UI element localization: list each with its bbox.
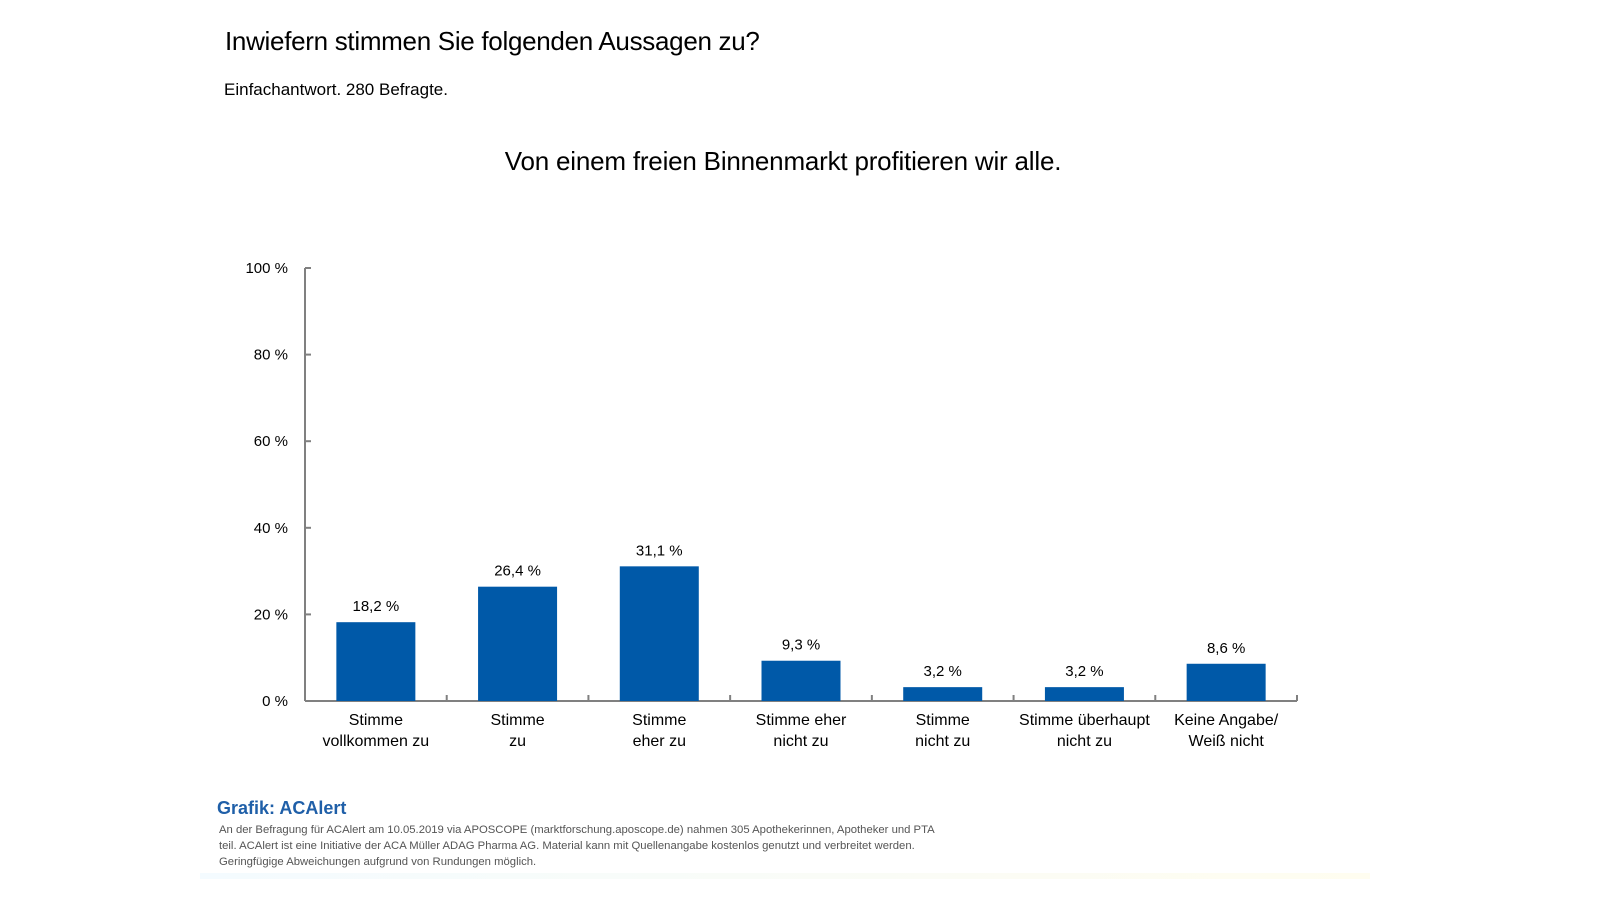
- bar: [761, 660, 841, 701]
- x-tick-label: nicht zu: [915, 733, 970, 750]
- data-label: 18,2 %: [353, 598, 400, 615]
- bar: [903, 687, 983, 701]
- x-tick-label: vollkommen zu: [323, 733, 430, 750]
- x-tick-label: Stimme: [349, 712, 403, 729]
- x-tick-label: eher zu: [633, 733, 686, 750]
- chart-title: Von einem freien Binnenmarkt profitieren…: [504, 146, 1062, 176]
- x-tick-label: Stimme eher: [756, 712, 847, 729]
- y-tick-label: 40 %: [254, 520, 288, 537]
- x-tick-label: Keine Angabe/: [1174, 712, 1279, 729]
- x-tick-label: Stimme: [632, 712, 686, 729]
- x-tick-label: Stimme: [916, 712, 970, 729]
- x-tick-label: zu: [509, 733, 526, 750]
- x-tick-label: Stimme überhaupt: [1019, 712, 1150, 729]
- data-label: 31,1 %: [636, 542, 683, 559]
- data-label: 3,2 %: [1065, 663, 1103, 680]
- bar: [1044, 687, 1124, 701]
- data-label: 26,4 %: [494, 563, 541, 580]
- x-tick-label: Weiß nicht: [1189, 733, 1265, 750]
- x-tick-label: Stimme: [490, 712, 544, 729]
- chart-credit: Grafik: ACAlert: [217, 798, 347, 818]
- x-tick-label: nicht zu: [773, 733, 828, 750]
- footnote: An der Befragung für ACAlert am 10.05.20…: [219, 824, 935, 868]
- y-tick-label: 80 %: [254, 347, 288, 364]
- bar: [1186, 663, 1266, 701]
- y-tick-label: 0 %: [262, 693, 288, 710]
- page-title: Inwiefern stimmen Sie folgenden Aussagen…: [225, 26, 760, 56]
- bar: [336, 622, 416, 701]
- data-label: 8,6 %: [1207, 640, 1245, 657]
- bar: [478, 586, 558, 701]
- x-tick-label: nicht zu: [1057, 733, 1112, 750]
- data-label: 3,2 %: [924, 663, 962, 680]
- y-tick-label: 100 %: [245, 260, 288, 277]
- bottom-strip: [200, 873, 1370, 879]
- bar: [619, 566, 699, 701]
- data-label: 9,3 %: [782, 637, 820, 654]
- y-tick-label: 20 %: [254, 606, 288, 623]
- bar-chart: 0 % 20 % 40 % 60 % 80 % 100 % 18,2 % Stimme voll…: [245, 260, 1298, 750]
- page-subtitle: Einfachantwort. 280 Befragte.: [224, 80, 448, 99]
- y-tick-label: 60 %: [254, 433, 288, 450]
